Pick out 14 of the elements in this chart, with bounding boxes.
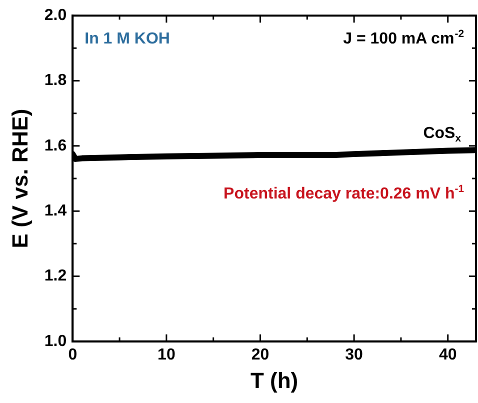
x-tick-label: 40	[438, 346, 457, 364]
y-tick-label: 1.0	[44, 332, 67, 350]
x-tick-label: 30	[345, 346, 364, 364]
x-tick-label: 10	[158, 346, 176, 364]
annotation: In 1 M KOH	[84, 30, 170, 48]
y-tick-label: 1.6	[44, 137, 67, 154]
y-tick-label: 1.4	[44, 202, 67, 220]
y-tick-label: 2.0	[44, 7, 67, 24]
y-tick-label: 1.2	[44, 268, 67, 285]
y-tick-label: 1.8	[44, 72, 67, 90]
x-tick-label: 0	[68, 346, 78, 364]
x-tick-label: 20	[251, 346, 270, 364]
x-axis-title: T (h)	[250, 368, 298, 393]
y-axis-title: E (V vs. RHE)	[7, 108, 32, 248]
